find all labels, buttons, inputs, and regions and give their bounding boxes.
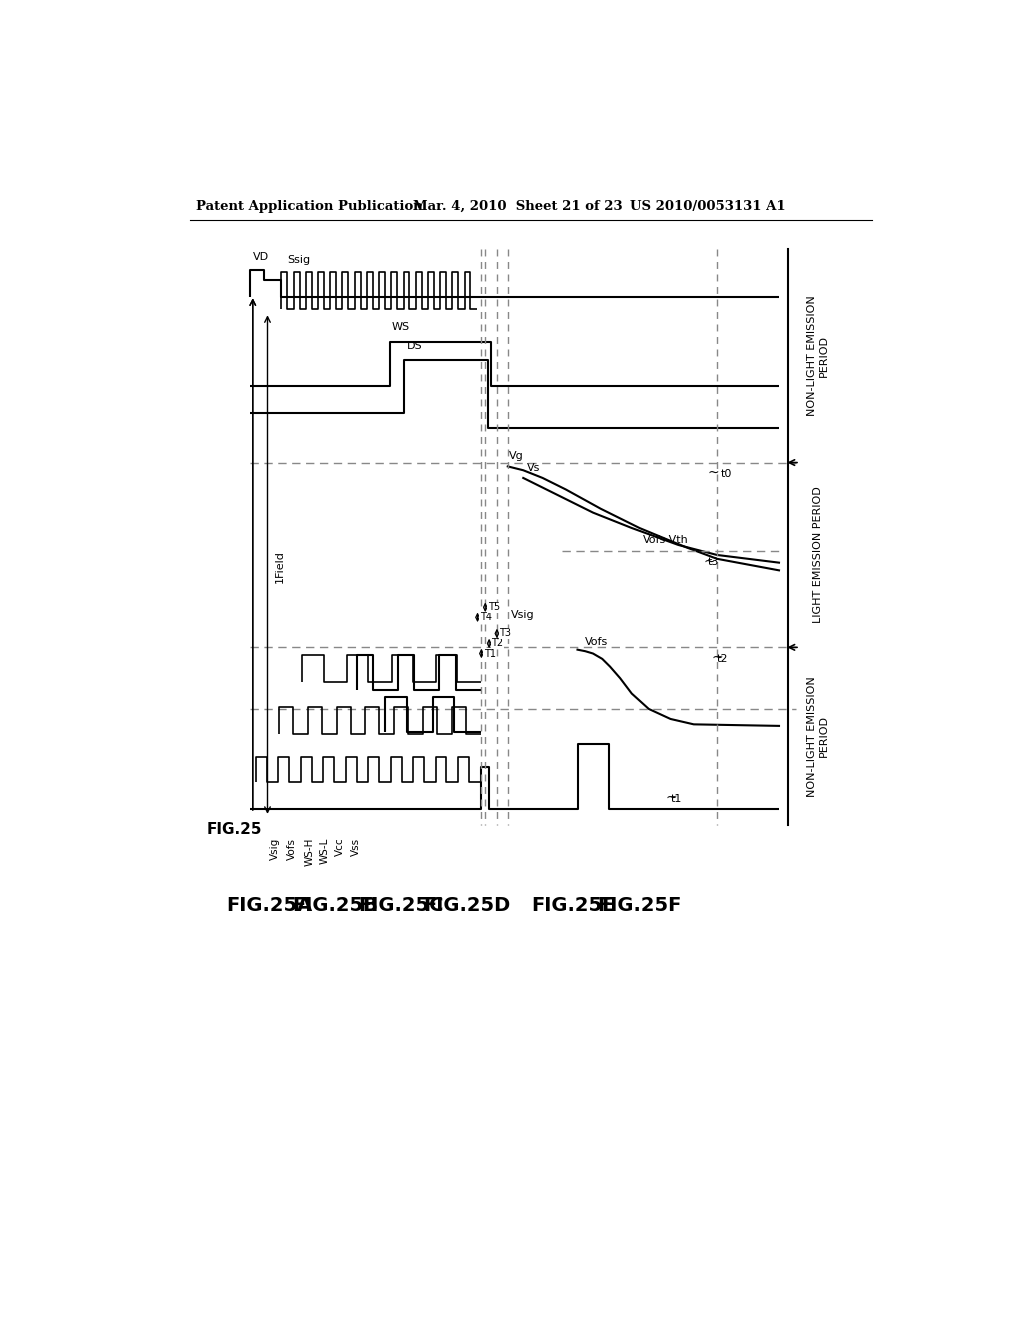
Text: ~: ~ [708,466,719,479]
Text: T2: T2 [492,639,504,648]
Text: T4: T4 [480,612,492,622]
Text: t3: t3 [708,557,719,568]
Text: Patent Application Publication: Patent Application Publication [197,199,423,213]
Text: Vofs: Vofs [586,638,608,647]
Text: T5: T5 [487,602,500,612]
Text: Vg: Vg [509,451,524,461]
Text: FIG.25A: FIG.25A [226,896,312,915]
Text: t2: t2 [717,653,728,664]
Text: Vcc: Vcc [335,838,345,857]
Text: Vofs: Vofs [288,838,297,859]
Text: Vss: Vss [351,838,360,855]
Text: WS-L: WS-L [319,838,330,863]
Text: FIG.25F: FIG.25F [597,896,682,915]
Text: VD: VD [253,252,269,263]
Text: t1: t1 [671,793,682,804]
Text: 1Field: 1Field [275,550,286,583]
Text: Vsig: Vsig [270,838,281,859]
Text: WS: WS [391,322,410,333]
Text: US 2010/0053131 A1: US 2010/0053131 A1 [630,199,785,213]
Text: FIG.25: FIG.25 [207,822,262,837]
Text: WS-H: WS-H [304,838,314,866]
Text: FIG.25B: FIG.25B [292,896,378,915]
Text: Vofs-Vth: Vofs-Vth [643,535,689,545]
Text: T1: T1 [483,648,496,659]
Text: T3: T3 [500,628,511,639]
Text: ~: ~ [712,651,723,664]
Text: Vsig: Vsig [511,610,535,620]
Text: Ssig: Ssig [287,255,310,264]
Text: FIG.25D: FIG.25D [423,896,510,915]
Text: LIGHT EMISSION PERIOD: LIGHT EMISSION PERIOD [813,487,822,623]
Text: FIG.25E: FIG.25E [531,896,615,915]
Text: Vs: Vs [527,462,541,473]
Text: Mar. 4, 2010  Sheet 21 of 23: Mar. 4, 2010 Sheet 21 of 23 [414,199,623,213]
Text: DS: DS [407,341,423,351]
Text: FIG.25C: FIG.25C [358,896,443,915]
Text: NON-LIGHT EMISSION
PERIOD: NON-LIGHT EMISSION PERIOD [807,296,829,416]
Text: t0: t0 [721,469,732,479]
Text: ~: ~ [665,791,677,805]
Text: NON-LIGHT EMISSION
PERIOD: NON-LIGHT EMISSION PERIOD [807,676,829,797]
Text: ~: ~ [703,554,716,568]
